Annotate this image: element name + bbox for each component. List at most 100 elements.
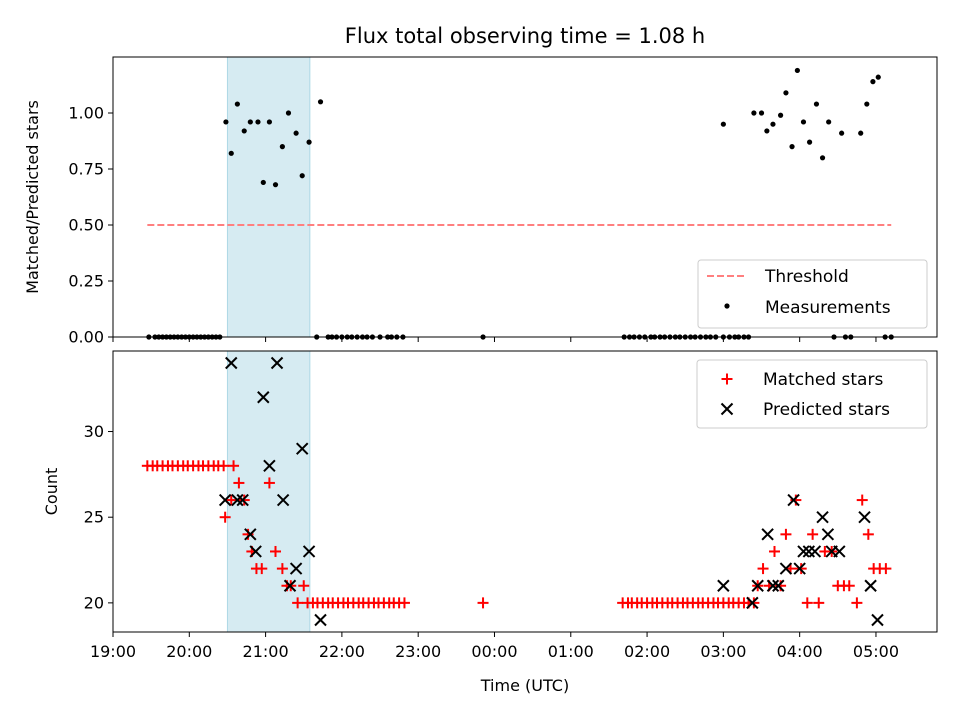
predicted-star-point <box>793 562 806 575</box>
matched-star-point <box>795 563 807 575</box>
matched-star-point <box>813 597 825 609</box>
matched-star-point <box>851 597 863 609</box>
matched-star-point <box>292 597 304 609</box>
predicted-star-point <box>263 459 276 473</box>
predicted-star-points <box>218 356 884 627</box>
predicted-star-point <box>257 391 270 404</box>
observing-window-top <box>226 56 311 338</box>
measurement-point <box>266 119 273 125</box>
matched-star-point <box>238 494 250 506</box>
predicted-star-point <box>314 613 327 627</box>
y-tick-label: 25 <box>84 508 104 527</box>
matched-star-points <box>141 460 892 609</box>
predicted-star-point <box>289 562 303 575</box>
y-tick-label: 30 <box>84 422 104 441</box>
predicted-star-point <box>864 579 877 592</box>
x-tick-label: 20:00 <box>166 642 212 661</box>
flux-ratio-panel: 0.00 0.25 0.50 0.75 1.00 Matched/Predicted s… <box>23 56 938 347</box>
predicted-star-point <box>816 510 829 524</box>
legend-predicted-swatch <box>720 402 734 416</box>
predicted-star-point <box>858 510 871 524</box>
matched-star-point <box>880 563 892 575</box>
matched-star-point <box>219 511 231 523</box>
predicted-star-point <box>871 613 884 627</box>
matched-star-point <box>270 545 282 557</box>
measurement-point <box>864 101 870 107</box>
predicted-star-point <box>808 545 822 558</box>
matched-star-point <box>807 528 819 540</box>
matched-star-point <box>225 494 237 506</box>
top-y-axis-label: Matched/Predicted stars <box>23 100 42 294</box>
matched-star-point <box>256 563 268 575</box>
measurement-point <box>223 119 229 125</box>
y-tick-label: 0.00 <box>68 328 104 347</box>
measurement-point <box>858 130 864 136</box>
x-tick-label: 00:00 <box>471 642 517 661</box>
matched-star-point <box>843 580 855 592</box>
matched-star-point <box>228 460 240 472</box>
predicted-star-point <box>821 528 835 541</box>
predicted-star-point <box>787 493 800 507</box>
predicted-star-point <box>772 579 785 592</box>
predicted-star-point <box>717 579 730 592</box>
predicted-star-point <box>231 493 244 507</box>
x-tick-label: 02:00 <box>624 642 670 661</box>
measurement-point <box>875 74 881 80</box>
legend-matched-swatch <box>721 373 733 385</box>
measurement-point <box>826 119 832 125</box>
bottom-x-axis-label: Time (UTC) <box>480 676 569 695</box>
predicted-star-point <box>802 545 816 558</box>
x-tick-label: 04:00 <box>777 642 823 661</box>
measurement-point <box>777 112 784 118</box>
y-tick-label: 0.75 <box>68 160 104 179</box>
measurement-point <box>260 179 266 186</box>
measurement-point <box>800 119 807 125</box>
x-tick-label: 05:00 <box>853 642 899 661</box>
matched-star-point <box>233 477 245 489</box>
predicted-star-point <box>283 579 297 592</box>
predicted-star-point <box>761 528 774 541</box>
matched-star-point <box>477 597 489 609</box>
x-tick-label: 03:00 <box>700 642 746 661</box>
bottom-y-ticks: 20 25 30 <box>84 422 113 612</box>
measurement-point <box>241 128 247 134</box>
top-axes-frame <box>112 56 938 338</box>
measurement-point <box>293 130 299 136</box>
top-legend-box <box>697 259 928 329</box>
measurement-point <box>317 99 324 105</box>
predicted-star-point <box>244 528 257 541</box>
measurement-point <box>247 119 253 125</box>
matched-star-point <box>263 477 275 489</box>
predicted-star-point <box>833 545 846 558</box>
measurement-point <box>806 139 813 145</box>
predicted-star-point <box>766 579 780 592</box>
bottom-axes-frame <box>112 350 938 633</box>
measurement-point <box>870 79 876 85</box>
measurement-point <box>789 144 795 150</box>
measurement-point <box>770 121 776 127</box>
measurement-point <box>720 121 726 127</box>
bottom-legend-box <box>696 359 928 429</box>
measurement-point <box>751 110 757 116</box>
bottom-x-ticks: 19:00 20:00 21:00 22:00 23:00 00:00 01:00 02:00… <box>90 632 899 661</box>
matched-star-point <box>757 563 769 575</box>
y-tick-label: 0.50 <box>68 216 104 235</box>
matched-star-point <box>790 494 802 506</box>
measurement-point <box>819 155 826 161</box>
measurement-point <box>306 139 312 145</box>
measurement-point <box>272 182 279 188</box>
matched-star-point <box>801 597 813 609</box>
predicted-star-point <box>270 356 284 370</box>
predicted-star-point <box>236 493 249 507</box>
chart-title: Flux total observing time = 1.08 h <box>345 24 705 48</box>
legend-predicted-label: Predicted stars <box>763 400 890 420</box>
matched-star-point <box>276 563 288 575</box>
y-tick-label: 1.00 <box>68 104 104 123</box>
star-count-panel: 20 25 30 19:00 20:00 21:00 22:00 23:00 00:00 01:… <box>42 350 938 695</box>
matched-star-point <box>748 597 760 609</box>
y-tick-label: 20 <box>84 593 104 612</box>
predicted-star-point <box>746 596 759 610</box>
predicted-star-point <box>218 493 232 507</box>
measurement-point <box>758 110 765 116</box>
